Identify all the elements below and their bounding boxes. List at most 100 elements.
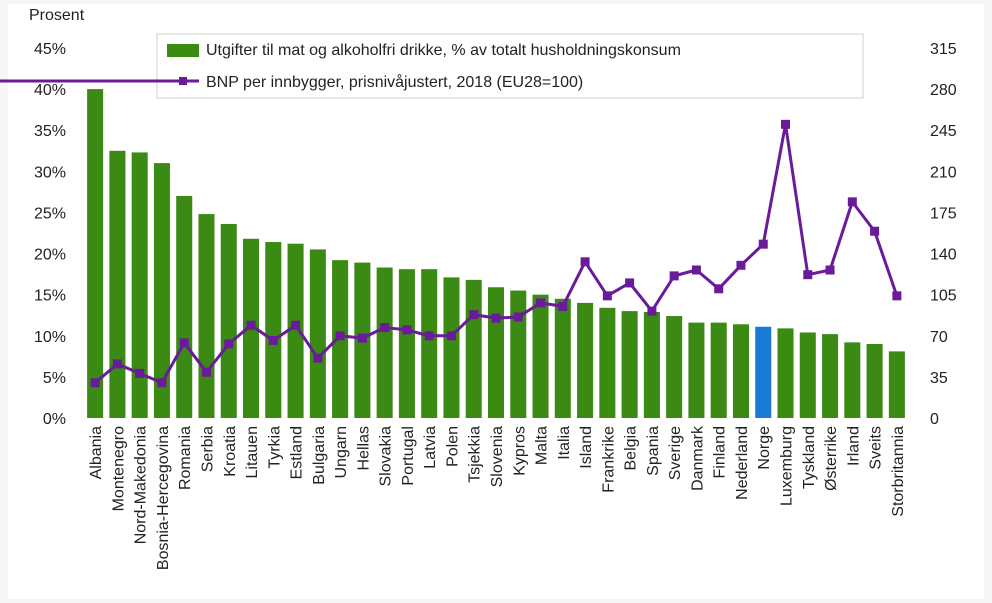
category-label: Sverige <box>667 426 684 480</box>
line-point <box>380 323 390 333</box>
bar <box>554 298 571 418</box>
line-point <box>536 298 546 308</box>
line-point <box>892 291 902 301</box>
bar <box>732 324 749 418</box>
line-point <box>469 310 479 320</box>
legend-line-marker <box>179 77 187 85</box>
line-series <box>90 119 902 388</box>
bar <box>799 332 816 418</box>
right-tick-label: 210 <box>930 164 957 181</box>
line-point <box>268 335 278 345</box>
line-point <box>135 368 145 378</box>
category-label: Latvia <box>422 426 439 469</box>
bar <box>287 243 304 418</box>
left-tick-label: 20% <box>34 247 66 264</box>
bar <box>398 269 415 418</box>
category-labels: Albania Montenegro Nord-Makedonia Bosnia-He… <box>88 425 907 570</box>
line-point <box>513 312 523 322</box>
category-label: Danmark <box>689 425 706 491</box>
line-point <box>847 197 857 207</box>
line-point <box>179 338 189 348</box>
bar <box>643 311 660 418</box>
bar <box>777 328 794 418</box>
bar <box>844 342 861 418</box>
bar <box>176 196 193 418</box>
bar <box>465 279 482 418</box>
bar <box>599 307 616 418</box>
category-label: Spania <box>645 426 662 476</box>
left-tick-label: 5% <box>43 370 66 387</box>
bar <box>198 214 215 418</box>
bar <box>755 326 772 418</box>
left-axis-ticks: 0% 5% 10% 15% 20% 25% 30% 35% 40% 45% <box>34 41 66 428</box>
left-tick-label: 30% <box>34 164 66 181</box>
left-tick-label: 25% <box>34 205 66 222</box>
category-label: Nederland <box>734 426 751 500</box>
right-tick-label: 70 <box>930 329 948 346</box>
category-label: Finland <box>712 426 729 478</box>
category-label: Tyskland <box>801 426 818 489</box>
bar <box>888 351 905 418</box>
category-label: Bulgaria <box>311 426 328 485</box>
line-point <box>491 313 501 323</box>
line-point <box>424 331 434 341</box>
line-point <box>870 226 880 236</box>
category-label: Serbia <box>199 426 216 472</box>
category-label: Portugal <box>400 426 417 486</box>
bar <box>510 290 527 418</box>
line-point <box>335 331 345 341</box>
line-point <box>691 265 701 275</box>
category-label: Tsjekkia <box>467 426 484 483</box>
category-label: Slovakia <box>378 426 395 487</box>
left-tick-label: 15% <box>34 288 66 305</box>
line-point <box>647 306 657 316</box>
y-axis-unit-label: Prosent <box>29 7 85 24</box>
legend-line-label: BNP per innbygger, prisnivåjustert, 2018… <box>206 73 583 91</box>
left-tick-label: 40% <box>34 82 66 99</box>
line-point <box>602 291 612 301</box>
category-label: Slovenia <box>489 426 506 487</box>
bar <box>265 242 282 418</box>
right-tick-label: 140 <box>930 247 957 264</box>
category-label: Romania <box>177 426 194 490</box>
line-point <box>157 378 167 388</box>
legend: Utgifter til mat og alkoholfri drikke, %… <box>0 33 864 99</box>
left-tick-label: 10% <box>34 329 66 346</box>
category-label: Kroatia <box>222 426 239 477</box>
line-point <box>291 320 301 330</box>
line-point <box>736 260 746 270</box>
line-point <box>825 265 835 275</box>
bar <box>87 89 104 418</box>
category-label: Island <box>578 426 595 469</box>
category-label: Irland <box>845 426 862 466</box>
line-point <box>446 331 456 341</box>
bar <box>376 267 393 418</box>
category-label: Kypros <box>511 426 528 476</box>
line-point <box>558 301 568 311</box>
line-point <box>224 339 234 349</box>
legend-bar-swatch <box>167 44 199 57</box>
bar <box>710 322 727 418</box>
category-label: Østerrike <box>823 426 840 491</box>
line-point <box>669 271 679 281</box>
line-point <box>402 325 412 335</box>
bar <box>532 294 549 418</box>
line-point <box>625 278 635 288</box>
bar <box>866 344 883 418</box>
category-label: Belgia <box>623 426 640 471</box>
category-label: Litauen <box>244 426 261 479</box>
bar <box>220 223 237 418</box>
line-point <box>90 378 100 388</box>
right-tick-label: 280 <box>930 82 957 99</box>
category-label: Bosnia-Hercegovina <box>155 426 172 570</box>
right-tick-label: 245 <box>930 123 957 140</box>
category-label: Luxemburg <box>779 426 796 506</box>
bar <box>666 316 683 418</box>
category-label: Estland <box>289 426 306 479</box>
line-point <box>357 333 367 343</box>
right-axis-ticks: 0 35 70 105 140 175 210 245 280 315 <box>930 41 957 428</box>
right-tick-label: 105 <box>930 288 957 305</box>
category-label: Albania <box>88 426 105 479</box>
bar <box>309 249 326 418</box>
